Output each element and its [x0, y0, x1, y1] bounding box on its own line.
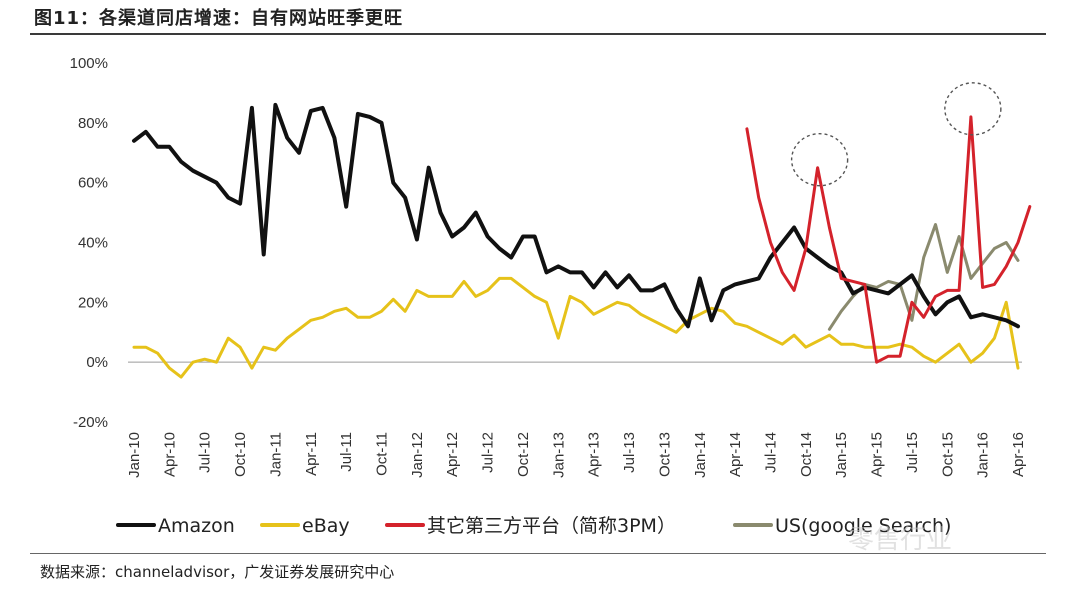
series-line-2 [132, 276, 1020, 379]
x-tick-label: Jan-15 [833, 432, 850, 478]
annotation-circle [790, 133, 849, 187]
x-tick-label: Oct-12 [515, 432, 532, 477]
legend-label: Amazon [158, 515, 235, 537]
chart-legend: Amazon eBay 其它第三方平台（简称3PM） US(google Search… [116, 515, 951, 537]
x-tick-label: Apr-12 [444, 432, 461, 477]
series-line-3 [745, 115, 1032, 364]
x-tick-label: Jul-15 [904, 432, 921, 473]
x-tick-label: Jul-12 [480, 432, 497, 473]
x-tick-label: Jan-12 [409, 432, 426, 478]
y-axis: -20% 0% 20% 40% 60% 80% 100% [70, 55, 108, 431]
x-tick-label: Jul-11 [338, 432, 355, 472]
x-tick-label: Oct-10 [232, 432, 249, 477]
title-divider [30, 33, 1046, 35]
x-tick-label: Apr-11 [303, 432, 320, 476]
y-tick-label: 0% [86, 354, 108, 371]
watermark: 零售行业 [848, 525, 952, 555]
x-tick-label: Jul-10 [197, 432, 214, 473]
x-tick-label: Apr-13 [586, 432, 603, 477]
series-line-1 [132, 102, 1020, 329]
x-tick-label: Apr-16 [1010, 432, 1027, 477]
series-layer [132, 102, 1032, 379]
source-note: 数据来源：channeladvisor，广发证券发展研究中心 [40, 563, 395, 581]
x-tick-label: Apr-14 [727, 432, 744, 477]
page-title: 图11：各渠道同店增速：自有网站旺季更旺 [34, 8, 404, 29]
legend-label: eBay [302, 515, 350, 537]
annotation-circle [944, 82, 1002, 136]
x-tick-label: Apr-15 [869, 432, 886, 477]
x-tick-label: Jan-13 [550, 432, 567, 478]
series-line-4 [827, 223, 1020, 331]
x-axis: Jan-10 Apr-10 Jul-10 Oct-10 Jan-11 Apr-11 Jul-… [126, 361, 1027, 478]
y-tick-label: 60% [78, 175, 108, 192]
x-tick-label: Apr-10 [161, 432, 178, 477]
y-tick-label: 40% [78, 235, 108, 252]
x-tick-label: Jan-16 [975, 432, 992, 478]
x-tick-label: Jan-10 [126, 432, 143, 478]
y-tick-label: 20% [78, 294, 108, 311]
watermark-text: 零售行业 [848, 525, 952, 555]
x-tick-label: Jul-13 [621, 432, 638, 473]
legend-label: US(google Search) [775, 515, 951, 537]
annotation-layer [790, 82, 1002, 187]
x-tick-label: Oct-15 [939, 432, 956, 477]
x-tick-label: Jan-11 [267, 432, 284, 477]
x-tick-label: Jul-14 [762, 432, 779, 473]
x-tick-label: Oct-14 [798, 432, 815, 477]
x-tick-label: Oct-13 [656, 432, 673, 477]
legend-label: 其它第三方平台（简称3PM） [427, 515, 676, 537]
y-tick-label: 80% [78, 115, 108, 132]
y-tick-label: -20% [73, 414, 108, 431]
source-divider [30, 553, 1046, 554]
y-tick-label: 100% [70, 55, 108, 72]
x-tick-label: Jan-14 [692, 432, 709, 478]
x-tick-label: Oct-11 [374, 432, 391, 476]
